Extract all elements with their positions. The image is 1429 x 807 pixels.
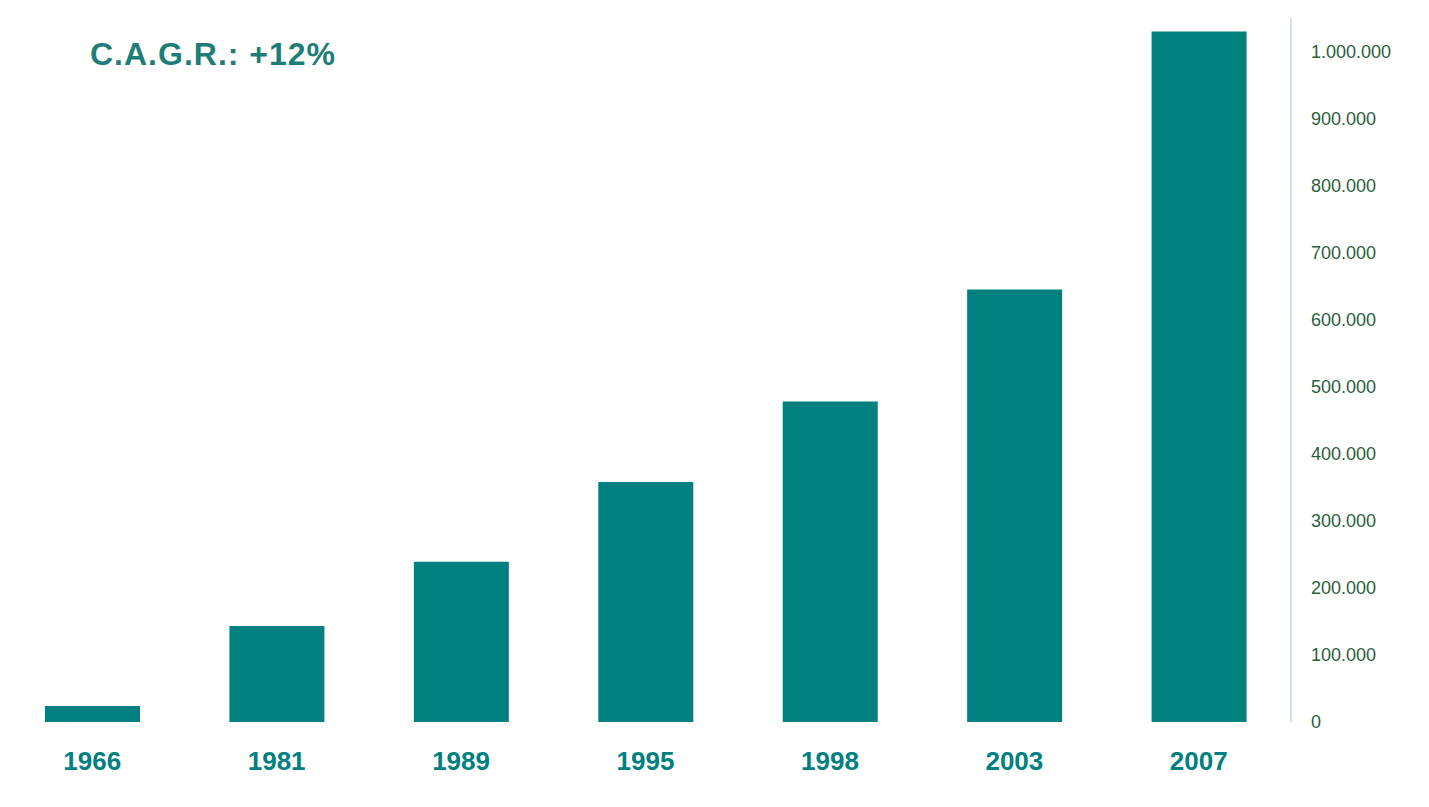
- html-text:C.A.G.R.: +12%: C.A.G.R.: +12%: [90, 36, 337, 72]
- svg-text:600.000: 600.000: [1311, 310, 1376, 330]
- svg-text:1989: 1989: [432, 746, 490, 776]
- svg-text:500.000: 500.000: [1311, 377, 1376, 397]
- svg-text:0: 0: [1311, 712, 1321, 732]
- svg-text:1981: 1981: [248, 746, 306, 776]
- svg-text:1966: 1966: [63, 746, 121, 776]
- svg-text:900.000: 900.000: [1311, 109, 1376, 129]
- svg-text:200.000: 200.000: [1311, 578, 1376, 598]
- svg-text:100.000: 100.000: [1311, 645, 1376, 665]
- svg-text:2003: 2003: [985, 746, 1043, 776]
- svg-text:1995: 1995: [617, 746, 675, 776]
- svg-text:700.000: 700.000: [1311, 243, 1376, 263]
- svg-text:400.000: 400.000: [1311, 444, 1376, 464]
- svg-text:1998: 1998: [801, 746, 859, 776]
- svg-text:300.000: 300.000: [1311, 511, 1376, 531]
- svg-text:800.000: 800.000: [1311, 176, 1376, 196]
- svg-text:1.000.000: 1.000.000: [1311, 42, 1391, 62]
- svg-text:2007: 2007: [1170, 746, 1228, 776]
